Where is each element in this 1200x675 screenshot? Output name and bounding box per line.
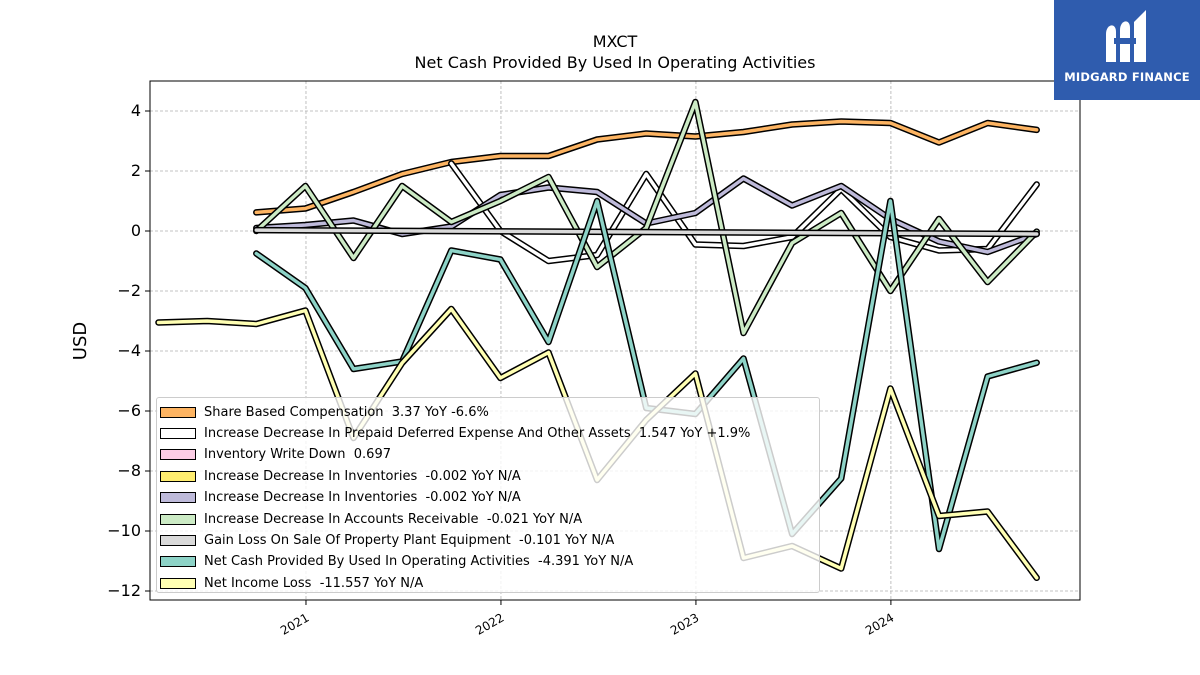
legend-label: Inventory Write Down 0.697 [204,447,391,463]
y-tick-label: −4 [117,341,141,360]
series-line-0 [253,118,1040,216]
y-tick-label: −6 [117,401,141,420]
legend-item: Net Cash Provided By Used In Operating A… [157,552,633,572]
series-line-6 [253,226,1040,238]
legend-swatch [160,406,196,418]
legend-label: Increase Decrease In Accounts Receivable… [204,511,583,527]
series-layer [155,98,1040,582]
legend-item: Share Based Compensation 3.37 YoY -6.6% [157,402,489,422]
chart-subtitle: Net Cash Provided By Used In Operating A… [415,53,816,72]
legend-label: Increase Decrease In Inventories -0.002 … [204,468,521,484]
legend-item: Gain Loss On Sale Of Property Plant Equi… [157,530,614,550]
y-tick-label: −2 [117,281,141,300]
legend-item: Increase Decrease In Inventories -0.002 … [157,488,521,508]
legend-label: Increase Decrease In Inventories -0.002 … [204,490,521,506]
x-tick-label: 2024 [863,610,896,637]
brand-logo: MIDGARD FINANCE [1054,0,1200,100]
legend-label: Increase Decrease In Prepaid Deferred Ex… [204,425,751,441]
legend-swatch [160,556,196,568]
series-stroke [254,119,1039,215]
legend-swatch [160,427,196,439]
logo-text: MIDGARD FINANCE [1064,70,1190,84]
chart-legend: Share Based Compensation 3.37 YoY -6.6% I… [156,397,820,593]
legend-label: Net Income Loss -11.557 YoY N/A [204,575,424,591]
series-line-1 [448,160,1040,265]
series-outline [253,175,1040,256]
legend-swatch [160,449,196,461]
chart-title: MXCT [593,32,638,51]
legend-item: Increase Decrease In Prepaid Deferred Ex… [157,423,750,443]
legend-swatch [160,534,196,546]
logo-mark-icon [1106,10,1146,62]
x-tick-label: 2022 [473,610,506,637]
legend-item: Increase Decrease In Inventories -0.002 … [157,466,521,486]
series-line-5 [253,98,1040,337]
x-tick-label: 2023 [668,610,701,637]
legend-swatch [160,577,196,589]
plot-frame [149,80,1081,601]
y-tick-label: 0 [131,221,141,240]
series-stroke [254,100,1039,335]
legend-item: Increase Decrease In Accounts Receivable… [157,509,582,529]
y-tick-label: 4 [131,101,141,120]
legend-label: Net Cash Provided By Used In Operating A… [204,554,634,570]
y-tick-label: −8 [117,461,141,480]
series-stroke [449,161,1039,263]
legend-item: Net Income Loss -11.557 YoY N/A [157,573,423,593]
legend-swatch [160,513,196,525]
legend-swatch [160,470,196,482]
series-line-4 [253,175,1040,256]
y-tick-label: 2 [131,161,141,180]
legend-label: Share Based Compensation 3.37 YoY -6.6% [204,404,489,420]
legend-item: Inventory Write Down 0.697 [157,445,391,465]
y-axis-label: USD [70,322,91,360]
legend-swatch [160,492,196,504]
legend-label: Gain Loss On Sale Of Property Plant Equi… [204,532,615,548]
y-tick-label: −10 [107,521,141,540]
series-stroke [254,228,1039,236]
y-tick-label: −12 [107,581,141,600]
x-tick-label: 2021 [278,610,311,637]
series-stroke [254,176,1039,254]
